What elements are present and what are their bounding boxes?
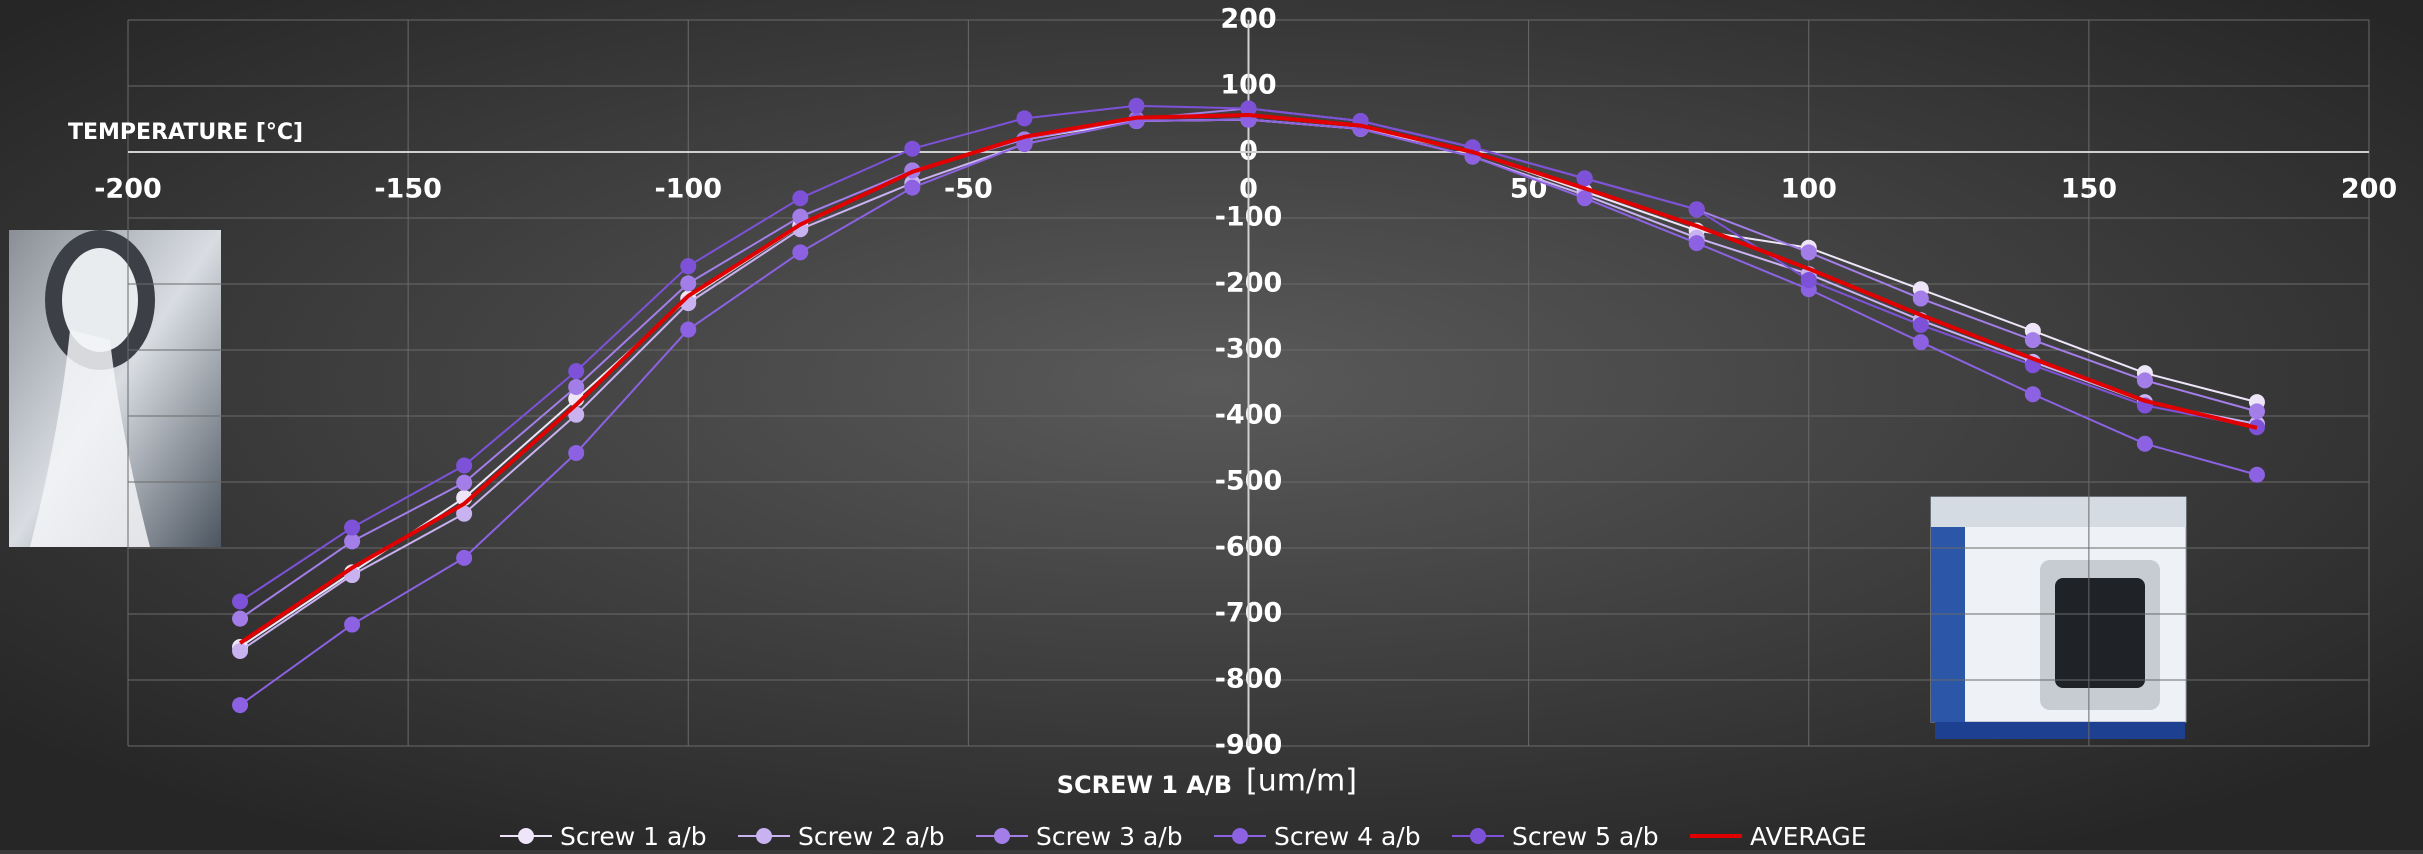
data-point — [1688, 201, 1705, 218]
legend-marker — [756, 828, 772, 844]
data-point — [1240, 100, 1257, 117]
legend-label: Screw 1 a/b — [560, 822, 707, 850]
data-point — [1912, 290, 1929, 307]
y-axis-unit: [um/m] — [1246, 764, 1357, 799]
data-point — [2136, 372, 2153, 389]
legend-marker — [1232, 828, 1248, 844]
data-point — [568, 363, 585, 380]
data-point — [1912, 334, 1929, 351]
x-tick-label: 150 — [2061, 174, 2117, 205]
data-point — [2248, 466, 2265, 483]
data-point — [568, 378, 585, 395]
data-point — [792, 244, 809, 261]
photo-pipe — [9, 230, 221, 547]
data-point — [1688, 235, 1705, 252]
data-point — [344, 616, 361, 633]
x-axis-title: TEMPERATURE [°C] — [68, 120, 303, 145]
data-point — [2248, 403, 2265, 420]
data-point — [792, 190, 809, 207]
data-point — [1016, 110, 1033, 127]
data-point — [680, 321, 697, 338]
legend-label: Screw 4 a/b — [1274, 822, 1421, 850]
data-point — [232, 610, 249, 627]
plot — [232, 97, 2265, 714]
x-tick-label: -50 — [944, 174, 993, 205]
data-point — [2136, 435, 2153, 452]
data-point — [680, 275, 697, 292]
legend: Screw 1 a/b Screw 2 a/b Screw 3 a/b Screw 4… — [500, 822, 1867, 851]
legend-label: Screw 3 a/b — [1036, 822, 1183, 850]
data-point — [456, 549, 473, 566]
data-point — [456, 505, 473, 522]
data-point — [344, 519, 361, 536]
data-point — [1576, 190, 1593, 207]
grid: 2001000-100-200-300-400-500-600-700-800-… — [94, 4, 2397, 761]
data-point — [2024, 386, 2041, 403]
legend-marker — [1470, 828, 1486, 844]
x-tick-label: -150 — [374, 174, 442, 205]
data-point — [232, 697, 249, 714]
x-tick-label: 100 — [1781, 174, 1837, 205]
data-point — [344, 533, 361, 550]
data-point — [1576, 170, 1593, 187]
legend-label: AVERAGE — [1750, 822, 1867, 850]
legend-label: Screw 2 a/b — [798, 822, 945, 850]
data-point — [1912, 316, 1929, 333]
data-point — [1800, 272, 1817, 289]
legend-label: Screw 5 a/b — [1512, 822, 1659, 850]
y-axis-title: SCREW 1 A/B — [1057, 771, 1232, 799]
photo-oven — [1930, 496, 2187, 739]
x-tick-label: 200 — [2341, 174, 2397, 205]
x-tick-label: 50 — [1510, 174, 1548, 205]
data-point — [904, 140, 921, 157]
data-point — [1128, 97, 1145, 114]
x-tick-label: -100 — [654, 174, 722, 205]
data-point — [680, 258, 697, 275]
data-point — [232, 593, 249, 610]
legend-marker — [994, 828, 1010, 844]
data-point — [1800, 244, 1817, 261]
data-point — [232, 642, 249, 659]
legend-marker — [518, 828, 534, 844]
data-point — [568, 444, 585, 461]
data-point — [2024, 332, 2041, 349]
data-point — [456, 474, 473, 491]
x-tick-label: -200 — [94, 174, 162, 205]
series-line — [238, 113, 2258, 645]
data-point — [456, 457, 473, 474]
data-point — [1128, 112, 1145, 129]
data-point — [904, 179, 921, 196]
